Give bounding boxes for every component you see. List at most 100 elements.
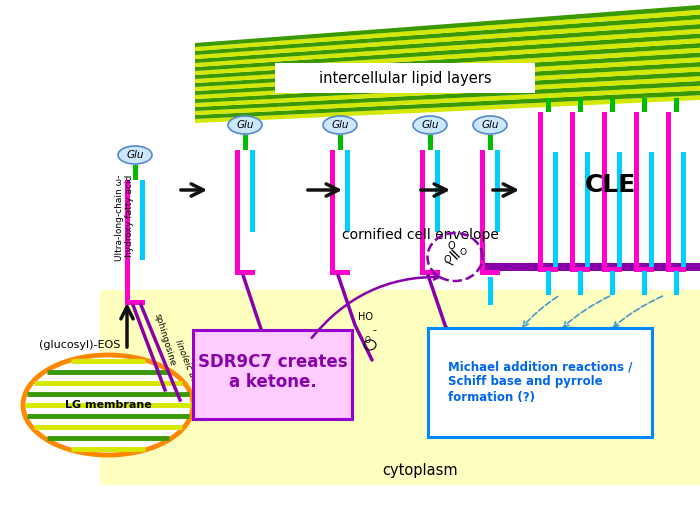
Bar [420,150,425,270]
Bar [617,152,622,267]
FancyBboxPatch shape [428,328,652,437]
Text: HO: HO [358,312,373,322]
Bar [649,152,654,267]
Bar [570,267,590,272]
Text: Glu: Glu [331,120,349,130]
Polygon shape [195,24,700,63]
Text: O: O [443,255,451,265]
Bar [235,150,240,270]
Bar [538,267,558,272]
Text: Glu: Glu [126,150,144,160]
Polygon shape [195,10,700,51]
Bar [642,271,647,295]
Bar [243,135,248,150]
Bar [488,135,493,150]
Bar [570,112,575,267]
Bar [681,152,686,267]
Bar [674,98,679,112]
Text: -: - [372,325,376,335]
Bar [140,180,145,260]
Bar [420,270,440,275]
Bar [345,150,350,232]
Bar [480,263,695,271]
Polygon shape [195,48,700,83]
Polygon shape [195,15,700,55]
Bar [553,152,558,267]
Bar [488,277,493,305]
Text: Glu: Glu [237,120,253,130]
Polygon shape [195,29,700,67]
Bar [634,267,654,272]
Bar [435,150,440,232]
Bar [602,112,607,267]
Polygon shape [195,76,700,107]
Bar [610,98,615,112]
Text: O: O [459,248,466,257]
Text: intercellular lipid layers: intercellular lipid layers [318,70,491,86]
Polygon shape [195,67,700,99]
Text: LG membrane: LG membrane [64,400,151,410]
Text: linoleic acid: linoleic acid [173,339,202,392]
Polygon shape [195,90,700,119]
Ellipse shape [473,116,507,134]
Bar [546,271,551,295]
Polygon shape [195,19,700,59]
Ellipse shape [118,146,152,164]
Bar [602,267,622,272]
Bar [330,270,350,275]
Bar [100,290,700,485]
Ellipse shape [323,116,357,134]
Bar [578,98,583,112]
Polygon shape [195,38,700,75]
Bar [674,271,679,295]
Bar [338,135,343,150]
Bar [538,112,543,267]
Bar [495,150,500,232]
Bar [578,271,583,295]
Polygon shape [195,62,700,95]
Bar [133,165,138,180]
Text: Glu: Glu [482,120,498,130]
Polygon shape [195,43,700,79]
Text: Ultra-long-chain ω-
hydroxy fatty acid: Ultra-long-chain ω- hydroxy fatty acid [115,175,134,261]
Polygon shape [195,86,700,115]
Bar [585,152,590,267]
Text: Glu: Glu [421,120,439,130]
Bar [125,180,130,300]
Text: sphingosine: sphingosine [153,313,178,367]
Ellipse shape [23,355,193,455]
Polygon shape [195,52,700,87]
Text: (glucosyl)-EOS: (glucosyl)-EOS [38,340,120,350]
Bar [610,271,615,295]
Polygon shape [195,34,700,71]
Bar [250,150,255,232]
Text: cytoplasm: cytoplasm [382,463,458,478]
Polygon shape [195,81,700,111]
Bar [428,135,433,150]
Bar [634,112,639,267]
Bar [666,112,671,267]
Text: cornified cell envelope: cornified cell envelope [342,228,498,242]
Bar [666,267,686,272]
Bar [125,300,145,305]
Bar [480,270,500,275]
FancyBboxPatch shape [193,330,352,419]
Bar [275,63,535,93]
Text: Michael addition reactions /
Schiff base and pyrrole
formation (?): Michael addition reactions / Schiff base… [448,361,632,404]
Polygon shape [195,5,700,47]
Polygon shape [195,57,700,91]
Bar [535,263,700,271]
Ellipse shape [413,116,447,134]
Bar [235,270,255,275]
Text: SDR9C7 creates
a ketone.: SDR9C7 creates a ketone. [198,353,348,392]
Ellipse shape [228,116,262,134]
Bar [546,98,551,112]
Text: O: O [447,241,454,251]
Text: O: O [365,336,371,345]
Polygon shape [195,71,700,103]
Polygon shape [195,95,700,123]
Text: CLE: CLE [584,173,636,197]
Bar [642,98,647,112]
Bar [480,150,485,270]
Bar [330,150,335,270]
